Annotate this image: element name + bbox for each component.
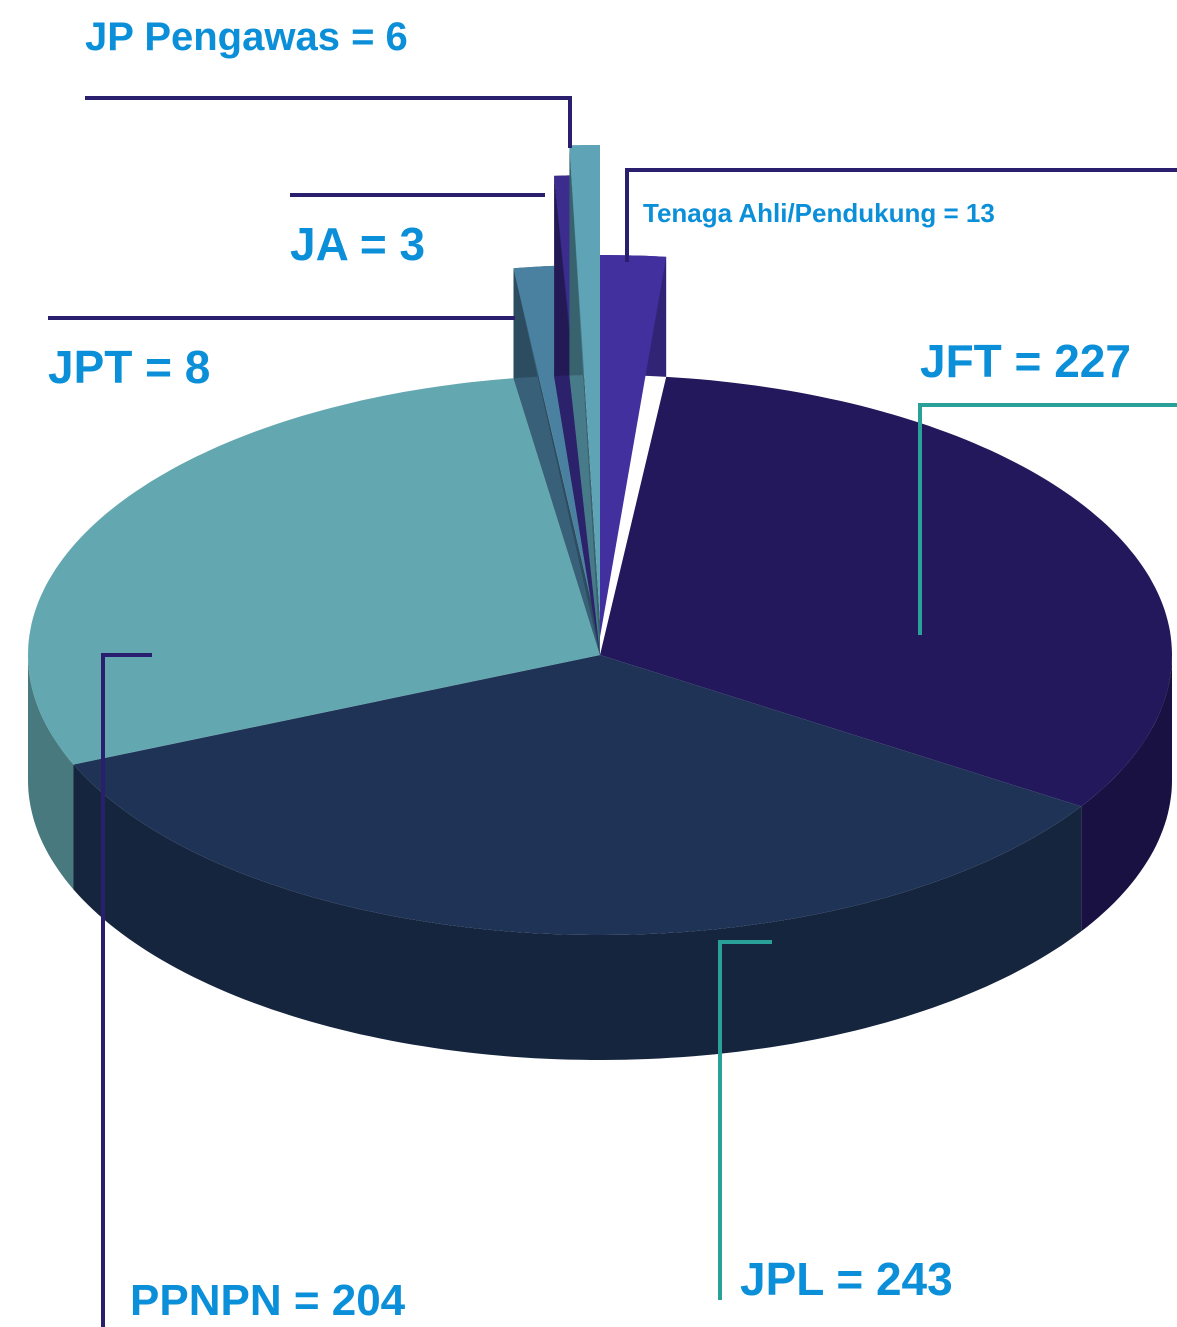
leader-line <box>918 403 1177 635</box>
leader-line <box>625 168 1177 262</box>
slice <box>600 255 667 637</box>
slice-side <box>513 265 600 655</box>
slice <box>28 378 600 765</box>
data-label: PPNPN = 204 <box>130 1276 406 1325</box>
slice-side <box>1081 655 1172 932</box>
leader-line <box>101 653 152 1327</box>
slice-side <box>73 764 1082 1060</box>
slice <box>600 376 1172 807</box>
slice-side <box>28 655 74 890</box>
leader-line <box>85 96 572 148</box>
slice-side <box>554 175 600 655</box>
slice <box>513 265 600 639</box>
slice <box>73 655 1082 935</box>
data-label: JA = 3 <box>290 218 425 270</box>
data-label: JP Pengawas = 6 <box>85 15 408 59</box>
data-label: JPL = 243 <box>740 1253 953 1305</box>
slice <box>569 145 600 621</box>
data-label: JFT = 227 <box>920 335 1131 387</box>
leader-line <box>718 940 772 1300</box>
data-label: Tenaga Ahli/Pendukung = 13 <box>643 198 995 228</box>
data-label: JPT = 8 <box>48 341 210 393</box>
